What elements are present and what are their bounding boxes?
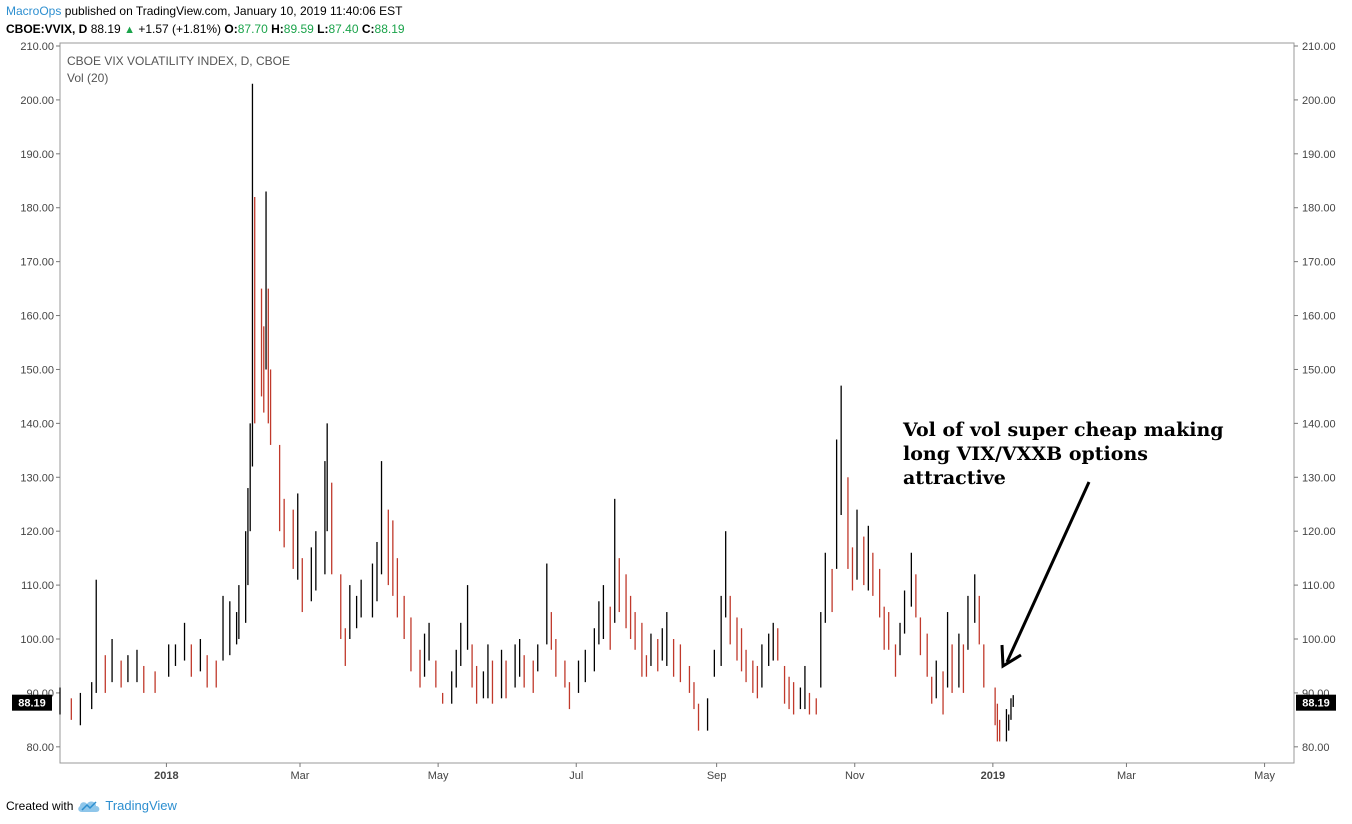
y-axis-left: 80.0090.00100.00110.00120.00130.00140.00… bbox=[20, 41, 60, 754]
open-label: O: bbox=[224, 22, 238, 36]
x-tick-label: 2018 bbox=[154, 770, 178, 782]
y-tick-label-left: 160.00 bbox=[20, 311, 54, 323]
indicator-label: Vol (20) bbox=[67, 71, 108, 85]
y-tick-label-left: 190.00 bbox=[20, 149, 54, 161]
footer: Created with TradingView bbox=[6, 798, 177, 813]
low-value: 87.40 bbox=[328, 22, 359, 36]
last-price-tag-right bbox=[1296, 694, 1336, 711]
last-price-tags: 88.19 88.19 bbox=[12, 694, 1336, 711]
x-tick-label: May bbox=[1254, 770, 1275, 782]
y-tick-label-left: 180.00 bbox=[20, 203, 54, 215]
x-tick-label: Mar bbox=[291, 770, 310, 782]
up-triangle-icon: ▲ bbox=[124, 24, 135, 36]
x-tick-label: May bbox=[428, 770, 449, 782]
y-tick-label-left: 210.00 bbox=[20, 41, 54, 53]
y-tick-label-left: 140.00 bbox=[20, 418, 54, 430]
close-label: C: bbox=[361, 22, 375, 36]
y-tick-label-right: 190.00 bbox=[1302, 149, 1336, 161]
y-tick-label-right: 100.00 bbox=[1302, 634, 1336, 646]
tradingview-cloud-icon bbox=[78, 800, 100, 812]
y-tick-label-right: 200.00 bbox=[1302, 95, 1336, 107]
quote-line: CBOE:VVIX, D 88.19 ▲ +1.57 (+1.81%) O:87… bbox=[6, 22, 405, 36]
change-value: +1.57 (+1.81%) bbox=[138, 22, 222, 36]
last-price-label-right: 88.19 bbox=[1302, 698, 1330, 710]
y-tick-label-right: 170.00 bbox=[1302, 257, 1336, 269]
publish-line: MacroOps published on TradingView.com, J… bbox=[6, 4, 402, 18]
annotation-line: long VIX/VXXB options bbox=[903, 443, 1148, 465]
chart-title: CBOE VIX VOLATILITY INDEX, D, CBOE bbox=[67, 54, 290, 68]
last-value: 88.19 bbox=[90, 22, 121, 36]
high-label: H: bbox=[271, 22, 284, 36]
y-tick-label-left: 130.00 bbox=[20, 472, 54, 484]
y-tick-label-right: 140.00 bbox=[1302, 418, 1336, 430]
y-tick-label-right: 120.00 bbox=[1302, 526, 1336, 538]
last-price-label-left: 88.19 bbox=[18, 698, 46, 710]
low-label: L: bbox=[317, 22, 329, 36]
y-tick-label-left: 110.00 bbox=[21, 580, 54, 592]
x-axis: 2018 Mar May Jul Sep Nov 2019 Mar May bbox=[154, 763, 1275, 782]
y-tick-label-left: 80.00 bbox=[26, 742, 54, 754]
y-tick-label-right: 110.00 bbox=[1302, 580, 1335, 592]
x-tick-label: Jul bbox=[569, 770, 583, 782]
ohlc-bars bbox=[59, 83, 1014, 742]
x-tick-label: Sep bbox=[707, 770, 727, 782]
plot-frame bbox=[59, 42, 1295, 764]
y-tick-label-right: 210.00 bbox=[1302, 41, 1336, 53]
created-with-label: Created with bbox=[6, 798, 74, 813]
y-tick-label-left: 170.00 bbox=[20, 257, 54, 269]
y-tick-label-right: 130.00 bbox=[1302, 472, 1336, 484]
symbol-label: CBOE:VVIX, D bbox=[6, 22, 88, 36]
tradingview-brand[interactable]: TradingView bbox=[105, 798, 177, 813]
annotation-arrow bbox=[1000, 481, 1091, 669]
annotation-line: attractive bbox=[903, 467, 1006, 489]
published-text: published on TradingView.com, January 10… bbox=[61, 4, 403, 18]
x-tick-label: Mar bbox=[1117, 770, 1136, 782]
y-tick-label-right: 160.00 bbox=[1302, 311, 1336, 323]
y-tick-label-right: 80.00 bbox=[1302, 742, 1330, 754]
y-axis-right: 80.0090.00100.00110.00120.00130.00140.00… bbox=[1294, 41, 1336, 754]
y-tick-label-left: 120.00 bbox=[20, 526, 54, 538]
arrow-head bbox=[1000, 644, 1022, 669]
y-tick-label-right: 180.00 bbox=[1302, 203, 1336, 215]
open-value: 87.70 bbox=[237, 22, 268, 36]
author-name[interactable]: MacroOps bbox=[6, 4, 62, 18]
x-tick-label: Nov bbox=[845, 770, 865, 782]
arrow-shaft bbox=[1005, 481, 1091, 663]
y-tick-label-right: 150.00 bbox=[1302, 364, 1336, 376]
y-tick-label-left: 200.00 bbox=[20, 95, 54, 107]
annotation-line: Vol of vol super cheap making bbox=[903, 419, 1224, 441]
x-tick-label: 2019 bbox=[981, 770, 1005, 782]
high-value: 89.59 bbox=[283, 22, 314, 36]
last-price-tag-left bbox=[12, 694, 52, 711]
y-tick-label-left: 100.00 bbox=[20, 634, 54, 646]
close-value: 88.19 bbox=[374, 22, 405, 36]
annotation-text: Vol of vol super cheap making long VIX/V… bbox=[903, 418, 1233, 490]
y-tick-label-left: 150.00 bbox=[20, 364, 54, 376]
